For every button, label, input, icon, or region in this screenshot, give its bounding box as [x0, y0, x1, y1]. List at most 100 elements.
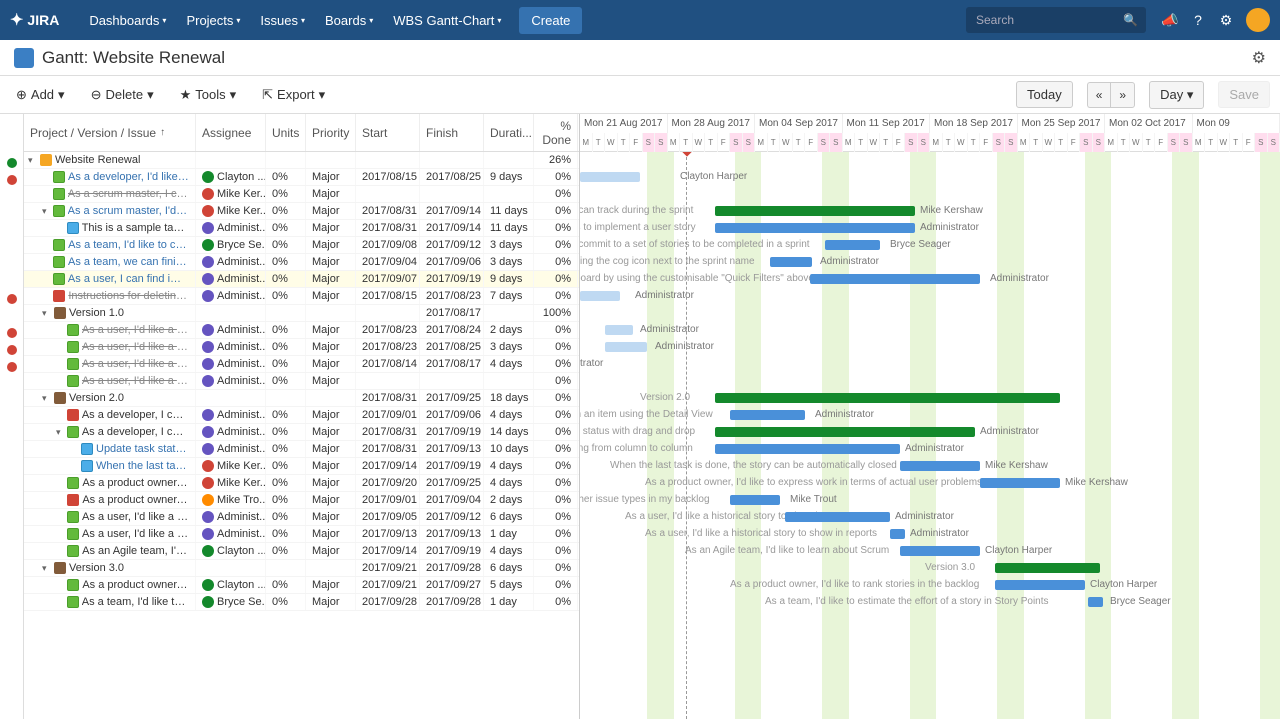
gantt-bar[interactable] [810, 274, 980, 284]
issue-title[interactable]: As a user, I'd like a hist... [82, 341, 189, 353]
grid-row[interactable]: When the last task ...Mike Ker...0%Major… [24, 458, 579, 475]
today-button[interactable]: Today [1016, 81, 1073, 108]
gantt-bar[interactable] [715, 223, 915, 233]
nav-item[interactable]: WBS Gantt-Chart ▾ [383, 13, 511, 28]
grid-row[interactable]: ▾Version 3.02017/09/212017/09/286 days0% [24, 560, 579, 577]
grid-row[interactable]: As a user, I'd like a his...Administ...0… [24, 509, 579, 526]
grid-row[interactable]: As a user, I'd like a hist...Administ...… [24, 373, 579, 390]
gantt-row[interactable]: Administrator [580, 288, 1280, 305]
nav-item[interactable]: Boards ▾ [315, 13, 383, 28]
tree-toggle[interactable]: ▾ [42, 206, 51, 217]
grid-row[interactable]: ▾As a developer, I can u...Administ...0%… [24, 424, 579, 441]
gantt-row[interactable]: As a product owner, I'd like to express … [580, 475, 1280, 492]
nav-item[interactable]: Dashboards ▾ [79, 13, 176, 28]
gantt-row[interactable]: Clayton Harper [580, 169, 1280, 186]
gantt-row[interactable]: sk status with drag and dropAdministrato… [580, 424, 1280, 441]
gantt-bar[interactable] [825, 240, 880, 250]
tools-button[interactable]: ★Tools▾ [174, 83, 243, 107]
gantt-bar[interactable] [785, 512, 890, 522]
issue-title[interactable]: As a user, I'd like a hist... [82, 358, 189, 370]
col-assignee[interactable]: Assignee [196, 114, 266, 151]
grid-row[interactable]: As a team, I'd like to es...Bryce Se...0… [24, 594, 579, 611]
tree-toggle[interactable]: ▾ [42, 563, 52, 574]
gantt-bar[interactable] [995, 580, 1085, 590]
grid-row[interactable]: ▾Website Renewal26% [24, 152, 579, 169]
grid-row[interactable]: As a developer, I can u...Administ...0%M… [24, 407, 579, 424]
gantt-row[interactable]: As a product owner, I'd like to rank sto… [580, 577, 1280, 594]
gantt-bar[interactable] [890, 529, 905, 539]
gantt-bar[interactable] [715, 444, 900, 454]
gantt-row[interactable] [580, 305, 1280, 322]
gantt-bar[interactable] [715, 427, 975, 437]
issue-title[interactable]: As a scrum master, I'd like ... [68, 205, 189, 217]
gantt-row[interactable]: as to implement a user storyAdministrato… [580, 220, 1280, 237]
delete-button[interactable]: ⊖Delete▾ [85, 83, 160, 107]
col-start[interactable]: Start [356, 114, 420, 151]
help-icon[interactable]: ? [1184, 12, 1212, 28]
tree-toggle[interactable]: ▾ [28, 155, 38, 166]
save-button[interactable]: Save [1218, 81, 1270, 108]
issue-title[interactable]: As a scrum master, I can s... [68, 188, 189, 200]
gear-icon[interactable]: ⚙ [1212, 12, 1240, 29]
grid-row[interactable]: ▾Version 2.02017/08/312017/09/2518 days0… [24, 390, 579, 407]
issue-title[interactable]: When the last task ... [96, 460, 189, 472]
gantt-row[interactable]: o commit to a set of stories to be compl… [580, 237, 1280, 254]
page-settings-icon[interactable]: ⚙ [1252, 48, 1266, 68]
gantt-bar[interactable] [605, 342, 647, 352]
issue-title[interactable]: As a user, I'd like a hist... [82, 324, 189, 336]
issue-title[interactable]: As a user, I'd like a hist... [82, 375, 189, 387]
issue-title[interactable]: As a developer, I'd like to ... [68, 171, 189, 183]
grid-row[interactable]: Update task status ...Administ...0%Major… [24, 441, 579, 458]
gantt-row[interactable]: strator [580, 356, 1280, 373]
gantt-row[interactable]: As a user, I'd like a historical story t… [580, 509, 1280, 526]
gantt-bar[interactable] [1088, 597, 1103, 607]
gantt-row[interactable]: Administrator [580, 322, 1280, 339]
prev-button[interactable]: « [1087, 82, 1111, 108]
issue-title[interactable]: As a team, we can finish t... [68, 256, 189, 268]
grid-row[interactable]: As a team, I'd like to com...Bryce Se...… [24, 237, 579, 254]
grid-row[interactable]: As a user, I'd like a hist...Administ...… [24, 356, 579, 373]
grid-row[interactable]: As a user, I'd like a his...Administ...0… [24, 526, 579, 543]
jira-logo[interactable]: ✦ JIRA [10, 10, 59, 30]
gantt-body[interactable]: Clayton Harper e can track during the spr… [580, 152, 1280, 719]
gantt-bar[interactable] [900, 461, 980, 471]
issue-title[interactable]: Update task status ... [96, 443, 189, 455]
grid-row[interactable]: As a user, I'd like a hist...Administ...… [24, 322, 579, 339]
grid-row[interactable]: ▾As a scrum master, I'd like ...Mike Ker… [24, 203, 579, 220]
gantt-bar[interactable] [730, 410, 805, 420]
grid-row[interactable]: As a scrum master, I can s...Mike Ker...… [24, 186, 579, 203]
gantt-bar[interactable] [730, 495, 780, 505]
gantt-bar[interactable] [770, 257, 812, 267]
gantt-row[interactable]: As an Agile team, I'd like to learn abou… [580, 543, 1280, 560]
gantt-row[interactable]: As a user, I'd like a historical story t… [580, 526, 1280, 543]
gantt-row[interactable]: As a team, I'd like to estimate the effo… [580, 594, 1280, 611]
grid-row[interactable]: As a product owner, I'...Clayton ...0%Ma… [24, 577, 579, 594]
issue-title[interactable]: As a user, I can find impor... [68, 273, 189, 285]
col-units[interactable]: Units [266, 114, 306, 151]
grid-row[interactable]: As a user, I can find impor...Administ..… [24, 271, 579, 288]
grid-row[interactable]: Instructions for deleting t...Administ..… [24, 288, 579, 305]
grid-row[interactable]: As a team, we can finish t...Administ...… [24, 254, 579, 271]
gantt-bar[interactable] [605, 325, 633, 335]
gantt-row[interactable] [580, 186, 1280, 203]
col-duration[interactable]: Durati... [484, 114, 534, 151]
gantt-row[interactable]: Version 2.0 [580, 390, 1280, 407]
grid-row[interactable]: As a developer, I'd like to ...Clayton .… [24, 169, 579, 186]
gantt-row[interactable]: ping from column to columnAdministrator [580, 441, 1280, 458]
issue-title[interactable]: Instructions for deleting t... [68, 290, 189, 302]
next-button[interactable]: » [1110, 82, 1135, 108]
gantt-row[interactable]: e can track during the sprintMike Kersha… [580, 203, 1280, 220]
gantt-row[interactable]: board by using the customisable "Quick F… [580, 271, 1280, 288]
gantt-bar[interactable] [580, 172, 640, 182]
grid-row[interactable]: As an Agile team, I'd li...Clayton ...0%… [24, 543, 579, 560]
gantt-bar[interactable] [580, 291, 620, 301]
gantt-row[interactable]: cking the cog icon next to the sprint na… [580, 254, 1280, 271]
grid-row[interactable]: As a user, I'd like a hist...Administ...… [24, 339, 579, 356]
gantt-bar[interactable] [995, 563, 1100, 573]
gantt-row[interactable]: on an item using the Detail ViewAdminist… [580, 407, 1280, 424]
nav-item[interactable]: Projects ▾ [176, 13, 250, 28]
col-done[interactable]: % Done [534, 114, 578, 151]
col-issue[interactable]: Project / Version / Issue↑ [24, 114, 196, 151]
grid-row[interactable]: As a product owner, I'...Mike Tro...0%Ma… [24, 492, 579, 509]
col-finish[interactable]: Finish [420, 114, 484, 151]
